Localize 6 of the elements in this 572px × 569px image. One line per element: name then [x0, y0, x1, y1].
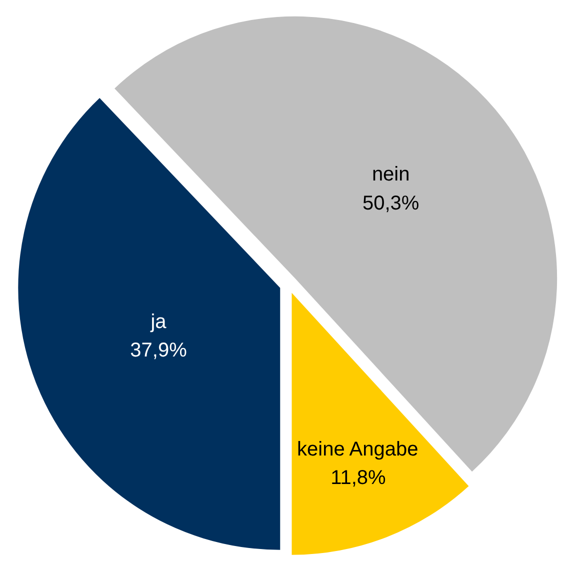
slice-label: nein [372, 164, 410, 186]
slice-label: keine Angabe [297, 438, 418, 461]
slice-label: ja [150, 311, 168, 334]
data-label: 37,9% [130, 340, 188, 362]
data-label: 50,3% [362, 192, 420, 214]
data-label: 11,8% [330, 467, 386, 490]
